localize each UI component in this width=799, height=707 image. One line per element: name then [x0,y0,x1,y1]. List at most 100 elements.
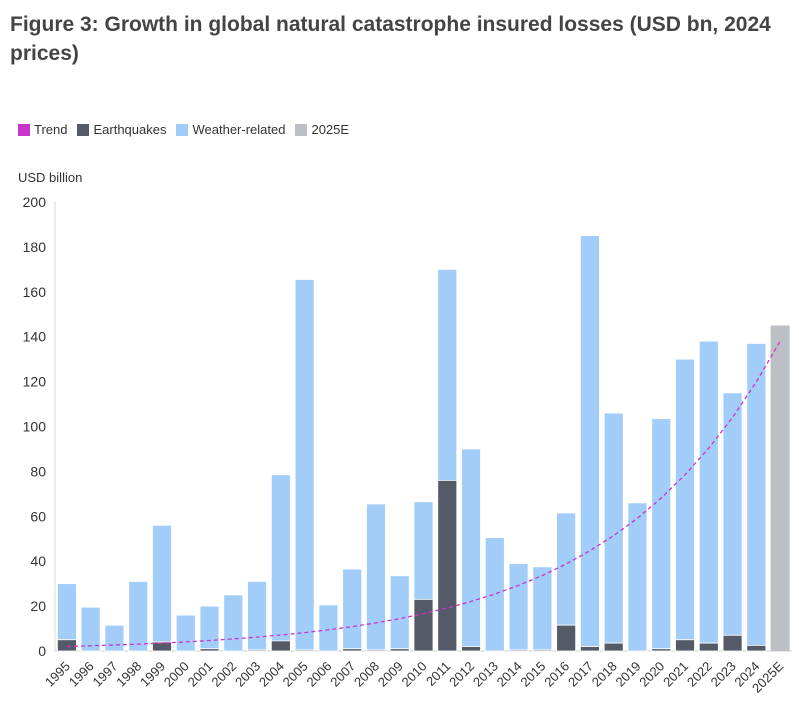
x-tick-label: 2004 [256,659,287,690]
bar-weather-related [223,594,244,652]
bar-weather-related [603,412,624,644]
bar-weather-related [580,235,600,647]
legend-item-earthquakes: Earthquakes [77,122,166,137]
y-tick-label: 120 [23,374,47,390]
bar-weather-related [104,624,125,652]
bar-weather-related [437,268,458,481]
legend-item-weather: Weather-related [176,122,285,137]
bar-weather-related [532,566,553,651]
bar-2025e [770,325,790,651]
y-tick-label: 60 [30,508,46,524]
x-tick-label: 2007 [327,659,358,690]
bar-earthquakes [532,649,553,652]
bar-earthquakes [508,649,529,652]
x-tick-label: 1995 [42,659,73,690]
legend-label-earthquakes: Earthquakes [93,122,167,137]
bar-earthquakes [603,642,624,652]
bar-weather-related [722,392,743,636]
x-tick-label: 2013 [470,659,501,690]
bar-weather-related [247,581,267,651]
x-tick-label: 2020 [636,659,667,690]
bar-earthquakes [389,648,410,652]
x-tick-label: 2017 [565,659,596,690]
bar-earthquakes [746,644,767,652]
chart-title: Figure 3: Growth in global natural catas… [10,13,771,65]
bar-weather-related [508,563,529,651]
bar-weather-related [318,604,339,652]
bar-weather-related [199,605,220,650]
legend-swatch-trend [18,123,30,136]
legend-item-trend: Trend [18,122,67,137]
bar-earthquakes [342,648,363,652]
x-tick-label: 2010 [399,659,430,690]
y-tick-label: 180 [23,239,47,255]
bar-weather-related [342,568,363,650]
legend-label-trend: Trend [34,122,68,137]
legend-label-weather: Weather-related [192,122,286,137]
chart-legend: Trend Earthquakes Weather-related 2025E [18,122,349,137]
bar-weather-related [128,581,149,652]
bar-weather-related [746,343,767,646]
bar-weather-related [651,418,672,650]
bar-earthquakes [366,649,386,652]
bar-earthquakes [152,641,172,652]
x-tick-label: 2001 [185,659,216,690]
bar-weather-related [413,501,434,600]
x-tick-label: 2021 [660,659,691,690]
x-tick-label: 2011 [423,659,453,689]
y-tick-label: 140 [23,329,47,345]
x-tick-label: 2006 [303,659,334,690]
legend-label-estimate: 2025E [311,122,350,137]
x-tick-label: 2022 [684,659,715,690]
y-tick-label: 200 [23,194,47,210]
x-tick-label: 2015 [517,659,548,690]
y-tick-label: 100 [23,419,47,435]
bar-earthquakes [56,639,77,652]
y-tick-label: 40 [30,553,46,569]
bar-weather-related [461,448,481,647]
x-tick-label: 2023 [708,659,739,690]
legend-item-estimate: 2025E [295,122,349,137]
x-tick-label: 2003 [232,659,263,690]
bar-weather-related [675,358,695,641]
legend-swatch-estimate [295,123,308,136]
x-tick-label: 2005 [280,659,311,690]
legend-swatch-weather [176,123,189,136]
x-tick-label: 2009 [375,659,406,690]
bar-weather-related [175,614,196,652]
bar-weather-related [366,503,386,651]
x-tick-label: 2014 [494,659,525,690]
bar-weather-related [389,575,410,650]
x-tick-label: 2000 [161,659,192,690]
bar-weather-related [484,537,505,652]
x-tick-label: 1999 [137,659,168,690]
y-tick-label: 160 [23,284,47,300]
bar-earthquakes [294,649,315,652]
bar-weather-related [152,524,172,643]
bar-earthquakes [270,640,291,652]
x-tick-label: 2002 [208,659,239,690]
bar-earthquakes [651,648,672,652]
bar-weather-related [627,502,648,652]
bar-earthquakes [437,479,458,652]
bar-earthquakes [556,624,577,652]
bar-weather-related [556,512,577,626]
bar-earthquakes [413,598,434,652]
bar-earthquakes [698,642,719,652]
bar-earthquakes [675,639,695,652]
bar-earthquakes [580,646,600,652]
y-tick-label: 20 [30,598,46,614]
bar-weather-related [80,606,101,652]
x-tick-label: 1996 [66,659,97,690]
trend-line [66,340,781,648]
bar-weather-related [294,279,315,651]
bar-earthquakes [461,646,481,652]
bar-earthquakes [722,634,743,652]
bar-earthquakes [247,649,267,652]
x-tick-label: 2016 [541,659,572,690]
bar-weather-related [56,583,77,641]
x-tick-label: 2018 [589,659,620,690]
x-tick-label: 1998 [113,659,144,690]
y-axis-label: USD billion [18,170,83,185]
